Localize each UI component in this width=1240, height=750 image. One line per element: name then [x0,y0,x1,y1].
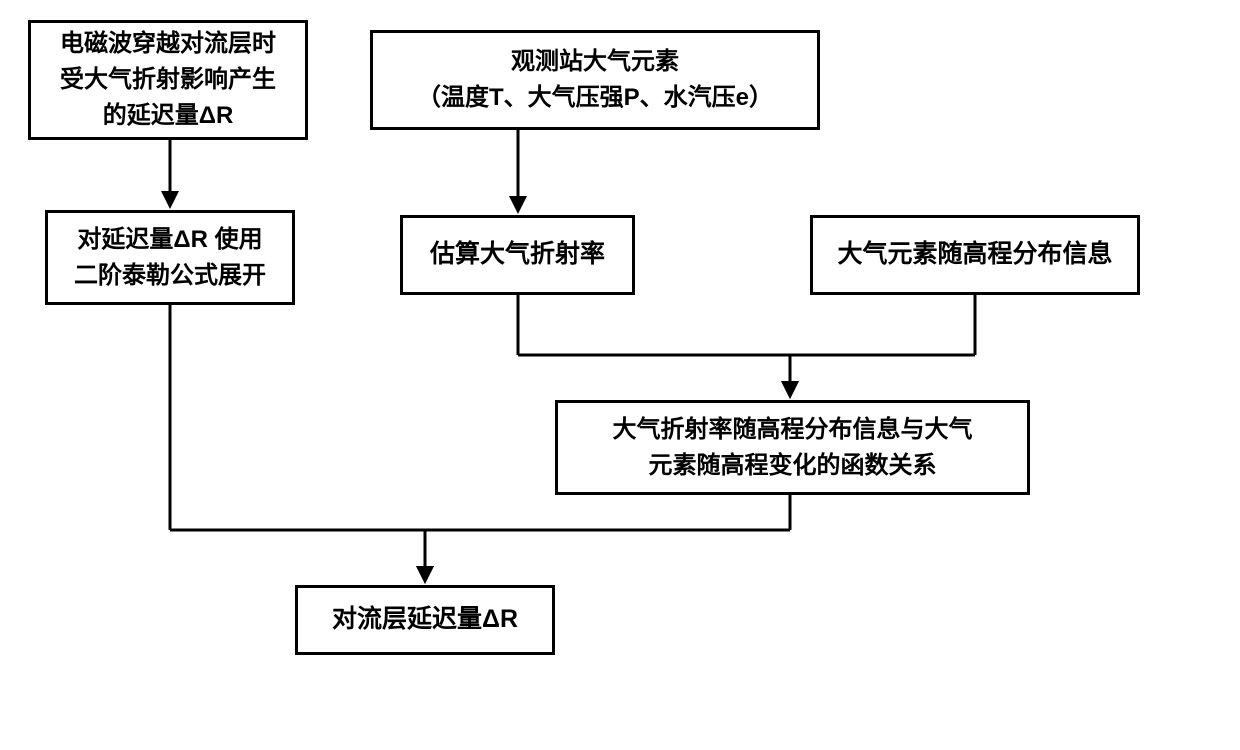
flowchart-node-n4: 估算大气折射率 [400,215,635,295]
node-label: 对延迟量ΔR 使用 二阶泰勒公式展开 [74,222,266,294]
node-label: 电磁波穿越对流层时 受大气折射影响产生 的延迟量ΔR [60,26,276,134]
node-label: 对流层延迟量ΔR [332,601,518,639]
flowchart-node-n6: 大气折射率随高程分布信息与大气 元素随高程变化的函数关系 [555,400,1030,495]
node-label: 大气折射率随高程分布信息与大气 元素随高程变化的函数关系 [613,412,973,484]
node-label: 观测站大气元素 （温度T、大气压强P、水汽压e） [417,44,773,116]
node-label: 大气元素随高程分布信息 [837,236,1112,274]
node-label: 估算大气折射率 [430,236,605,274]
flowchart-node-n5: 大气元素随高程分布信息 [810,215,1140,295]
flowchart-node-n3: 对延迟量ΔR 使用 二阶泰勒公式展开 [45,210,295,305]
flowchart-node-n2: 观测站大气元素 （温度T、大气压强P、水汽压e） [370,30,820,130]
flowchart-node-n7: 对流层延迟量ΔR [295,585,555,655]
flowchart-node-n1: 电磁波穿越对流层时 受大气折射影响产生 的延迟量ΔR [28,20,308,140]
